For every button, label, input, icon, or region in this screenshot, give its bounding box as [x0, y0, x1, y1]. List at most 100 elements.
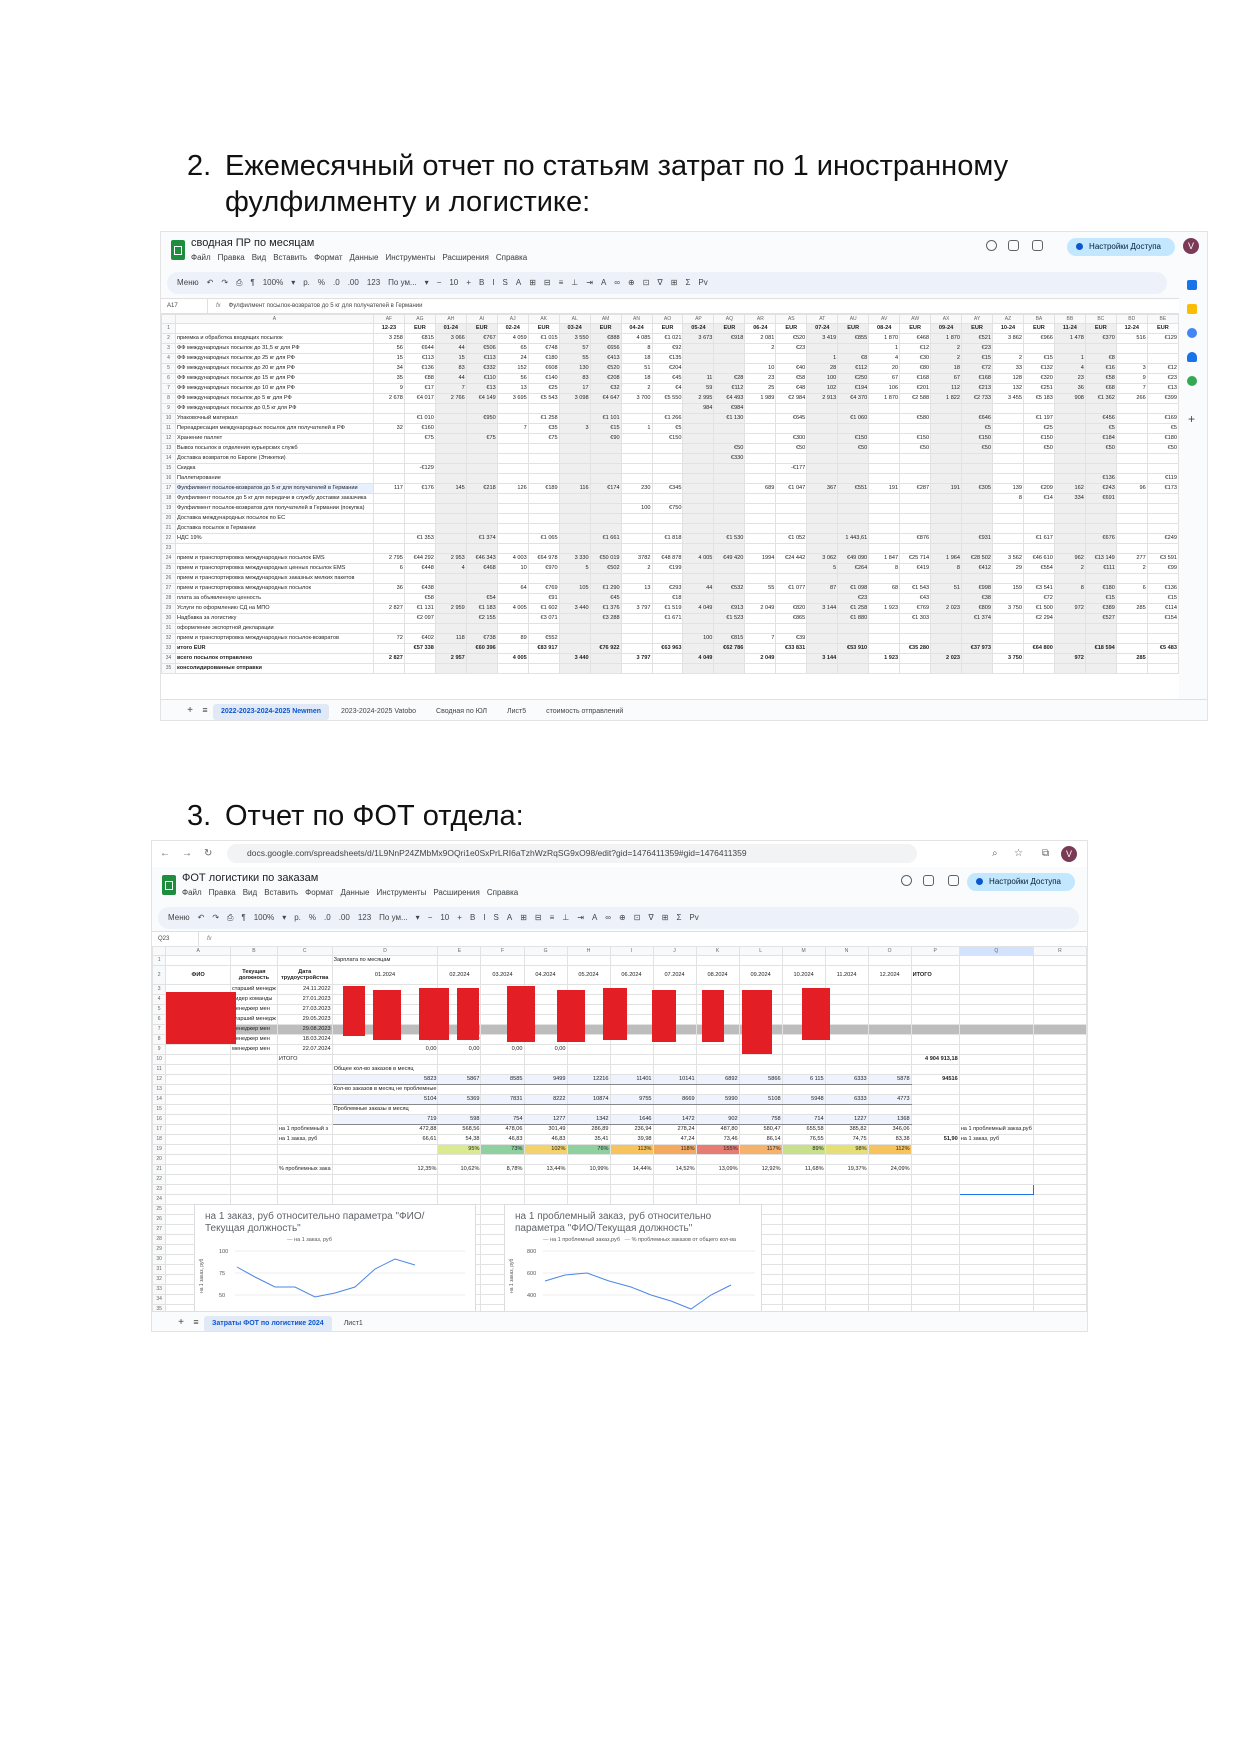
cell[interactable] — [738, 1064, 783, 1075]
zoom-icon[interactable]: ⌕ — [992, 848, 998, 859]
cell[interactable] — [229, 1114, 278, 1125]
cell[interactable] — [1032, 1254, 1087, 1265]
cell[interactable] — [713, 513, 746, 524]
cell[interactable]: 162 — [1053, 483, 1086, 494]
cell[interactable] — [992, 443, 1024, 454]
employee-hire-date[interactable]: 27.01.2023 — [276, 994, 333, 1005]
row-label[interactable]: всего посылок отправлено — [174, 653, 374, 664]
ratio-value[interactable]: 117% — [738, 1144, 783, 1155]
cell[interactable] — [403, 573, 436, 584]
menu-item[interactable]: Справка — [495, 253, 528, 262]
orders-value[interactable]: 6 115 — [781, 1074, 826, 1085]
cell[interactable] — [652, 1184, 697, 1195]
cell[interactable]: €64 800 — [1022, 643, 1055, 654]
cell[interactable] — [824, 1264, 869, 1275]
cell[interactable]: €208 — [589, 373, 622, 384]
cell[interactable] — [229, 1164, 278, 1175]
cell[interactable]: €966 — [1022, 333, 1055, 344]
toolbar-button[interactable]: 10 — [440, 913, 450, 922]
cell[interactable] — [465, 473, 498, 484]
cell[interactable]: €213 — [961, 383, 993, 394]
cell[interactable] — [961, 653, 993, 664]
cell[interactable] — [1053, 643, 1086, 654]
cell[interactable] — [1032, 1054, 1087, 1065]
menu-item[interactable]: Вид — [251, 253, 267, 262]
cell[interactable] — [165, 1094, 231, 1105]
cell[interactable] — [496, 593, 529, 604]
cell[interactable] — [437, 1104, 482, 1115]
row-label[interactable]: прием и транспортировка международных це… — [174, 563, 374, 574]
cell[interactable] — [276, 1094, 333, 1105]
cell[interactable] — [744, 543, 777, 554]
cell[interactable]: €1 098 — [837, 583, 870, 594]
cell[interactable] — [1032, 1264, 1087, 1275]
cell[interactable] — [523, 1064, 568, 1075]
cell[interactable] — [229, 1174, 278, 1185]
cell[interactable] — [496, 473, 529, 484]
cell[interactable]: €1 374 — [465, 533, 498, 544]
cell[interactable]: €189 — [527, 483, 560, 494]
cell[interactable]: €201 — [899, 383, 932, 394]
cell[interactable]: €68 — [1084, 383, 1117, 394]
cell[interactable] — [609, 1044, 654, 1055]
not-problem-value[interactable]: 5948 — [781, 1094, 826, 1105]
cell[interactable]: €527 — [1084, 613, 1117, 624]
cell[interactable] — [1032, 965, 1087, 985]
row-number[interactable]: 29 — [161, 603, 176, 614]
cell[interactable] — [558, 623, 591, 634]
cell[interactable] — [1032, 1194, 1087, 1205]
cell[interactable]: €419 — [899, 563, 932, 574]
cell[interactable] — [868, 423, 901, 434]
cell[interactable] — [1032, 1294, 1087, 1305]
sheets-logo-icon[interactable] — [162, 875, 176, 895]
cell[interactable] — [868, 543, 901, 554]
cell[interactable] — [527, 403, 560, 414]
formula-input[interactable]: Фулфилмент посылок-возвратов до 5 кг для… — [228, 303, 423, 309]
cell[interactable] — [806, 443, 839, 454]
cell[interactable] — [566, 1194, 611, 1205]
cell[interactable] — [868, 643, 901, 654]
column-header[interactable]: AN — [620, 314, 653, 324]
cell[interactable]: €399 — [1146, 393, 1179, 404]
cell[interactable] — [867, 955, 912, 966]
cell[interactable] — [566, 1104, 611, 1115]
cell[interactable] — [867, 1044, 912, 1055]
cell[interactable]: €5 — [651, 423, 684, 434]
cell[interactable]: 1 923 — [868, 653, 901, 664]
cell[interactable] — [1022, 573, 1055, 584]
cell[interactable]: €44 292 — [403, 553, 436, 564]
cell[interactable] — [480, 1064, 525, 1075]
cell[interactable] — [958, 1164, 1034, 1175]
cell[interactable]: €204 — [651, 363, 684, 374]
cell[interactable] — [824, 1254, 869, 1265]
cell[interactable] — [1032, 1104, 1087, 1115]
toolbar-button[interactable]: B — [478, 278, 485, 287]
ratio-value[interactable]: 89% — [781, 1144, 826, 1155]
cell[interactable] — [837, 573, 870, 584]
cell[interactable] — [775, 653, 808, 664]
cell[interactable]: €580 — [899, 413, 932, 424]
cell[interactable] — [837, 403, 870, 414]
cell[interactable] — [403, 623, 436, 634]
toolbar-button[interactable]: ↶ — [206, 278, 214, 287]
cell[interactable] — [806, 473, 839, 484]
cell[interactable]: -€177 — [775, 463, 808, 474]
cell[interactable] — [372, 473, 405, 484]
cell[interactable] — [992, 523, 1024, 534]
cell[interactable]: 15 — [434, 353, 467, 364]
cell[interactable]: €554 — [1022, 563, 1055, 574]
cell[interactable] — [910, 1304, 960, 1311]
cell[interactable] — [465, 513, 498, 524]
cell[interactable] — [609, 1154, 654, 1165]
menu-item[interactable]: Правка — [217, 253, 245, 262]
toolbar-button[interactable]: Меню — [168, 913, 190, 922]
toolbar-button[interactable]: 100% — [253, 913, 275, 922]
cell[interactable]: 8 — [930, 563, 963, 574]
sheet-tab[interactable]: Лист5 — [507, 708, 527, 715]
cell[interactable]: €370 — [1084, 333, 1117, 344]
toolbar-button[interactable]: Рv — [689, 913, 699, 922]
cell[interactable] — [465, 583, 498, 594]
cell[interactable] — [496, 443, 529, 454]
cell[interactable] — [523, 1084, 568, 1095]
cell[interactable]: €984 — [713, 403, 746, 414]
